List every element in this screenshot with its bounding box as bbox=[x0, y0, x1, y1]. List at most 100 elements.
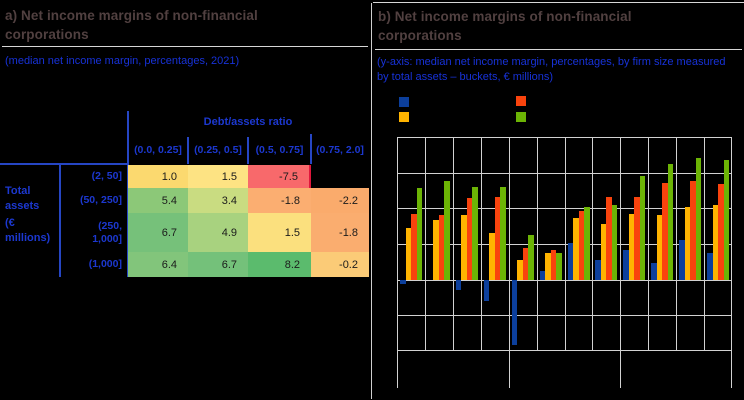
bar-size-bucket-3 bbox=[690, 181, 696, 280]
panel-b-title: b) Net income margins of non-financial c… bbox=[378, 9, 632, 43]
panel-b-top-border bbox=[373, 2, 744, 3]
bar-size-bucket-1 bbox=[400, 279, 406, 284]
bar-size-bucket-4 bbox=[695, 158, 702, 280]
bar-size-bucket-2 bbox=[405, 228, 411, 280]
row-label: (250, 1,000] bbox=[92, 219, 122, 245]
panel-divider bbox=[371, 3, 372, 399]
panel-b-subtitle: (y-axis: median net income margin, perce… bbox=[377, 56, 726, 83]
legend-swatch-orange bbox=[516, 96, 526, 106]
bar-size-bucket-4 bbox=[639, 175, 646, 280]
heatmap-cell: 8.2 bbox=[248, 252, 311, 277]
heatmap-cell: 1.0 bbox=[128, 165, 188, 188]
gridline-horizontal bbox=[397, 315, 732, 316]
bar-size-bucket-1 bbox=[539, 271, 546, 280]
bar-size-bucket-2 bbox=[628, 214, 635, 280]
category-separator-tick bbox=[509, 351, 510, 388]
header-separator-2 bbox=[247, 137, 249, 164]
gridline-vertical bbox=[565, 137, 566, 351]
bar-size-bucket-2 bbox=[656, 215, 663, 280]
bar-size-bucket-3 bbox=[606, 196, 612, 280]
column-header: (0.5, 0.75] bbox=[255, 144, 304, 156]
heatmap-cell: -0.2 bbox=[311, 252, 369, 277]
panel-a-subtitle: (median net income margin, percentages, … bbox=[5, 55, 240, 67]
table-horizontal-line bbox=[0, 163, 127, 165]
heatmap-cell: 6.7 bbox=[128, 213, 188, 252]
column-header: (0.0, 0.25] bbox=[134, 144, 182, 156]
heatmap-cell: 1.5 bbox=[188, 165, 248, 188]
bar-size-bucket-4 bbox=[444, 181, 450, 280]
table-vertical-line-left bbox=[59, 165, 61, 277]
bar-size-bucket-3 bbox=[466, 198, 473, 280]
bar-size-bucket-2 bbox=[600, 224, 607, 280]
bar-size-bucket-3 bbox=[718, 184, 724, 280]
gridline-vertical bbox=[704, 137, 705, 351]
gridline-horizontal bbox=[397, 280, 732, 281]
bar-size-bucket-1 bbox=[707, 252, 713, 280]
bar-size-bucket-1 bbox=[511, 279, 518, 346]
bar-size-bucket-3 bbox=[411, 214, 417, 280]
bar-size-bucket-1 bbox=[567, 242, 573, 280]
bar-size-bucket-2 bbox=[433, 219, 439, 280]
bar-size-bucket-3 bbox=[438, 215, 445, 280]
bar-size-bucket-2 bbox=[461, 215, 467, 280]
category-separator-tick bbox=[397, 351, 398, 388]
debt-assets-ratio-label: Debt/assets ratio bbox=[203, 116, 293, 128]
bar-size-bucket-2 bbox=[489, 232, 495, 280]
panel-b-title-rule bbox=[375, 49, 742, 50]
legend-swatch-green bbox=[516, 112, 526, 122]
heatmap-cell: 6.7 bbox=[188, 252, 248, 277]
bar-size-bucket-4 bbox=[556, 252, 562, 280]
bar-size-bucket-3 bbox=[550, 249, 557, 280]
gridline-horizontal bbox=[397, 350, 732, 351]
gridline-vertical bbox=[453, 137, 454, 351]
panel-a-title: a) Net income margins of non-financial c… bbox=[5, 8, 258, 42]
gridline-vertical bbox=[425, 137, 426, 351]
bar-size-bucket-2 bbox=[517, 259, 523, 280]
heatmap-cell: 6.4 bbox=[128, 252, 188, 277]
bar-size-bucket-4 bbox=[500, 186, 506, 280]
legend-swatch-amber bbox=[399, 112, 409, 122]
bar-size-bucket-1 bbox=[455, 279, 462, 290]
bar-size-bucket-3 bbox=[578, 211, 584, 280]
bar-size-bucket-4 bbox=[584, 206, 590, 280]
gridline-horizontal bbox=[397, 137, 732, 138]
bar-size-bucket-4 bbox=[611, 205, 618, 280]
bar-size-bucket-3 bbox=[662, 182, 668, 280]
bar-size-bucket-1 bbox=[651, 262, 657, 280]
bar-size-bucket-3 bbox=[522, 248, 529, 280]
gridline-vertical bbox=[676, 137, 677, 351]
bar-size-bucket-4 bbox=[416, 188, 422, 280]
gridline-vertical bbox=[648, 137, 649, 351]
heatmap-cell: 3.4 bbox=[188, 188, 248, 213]
bar-size-bucket-2 bbox=[712, 205, 719, 280]
header-separator-1 bbox=[187, 137, 189, 164]
heatmap-cell: -1.8 bbox=[311, 213, 369, 252]
bar-size-bucket-2 bbox=[573, 218, 579, 280]
bar-size-bucket-2 bbox=[684, 206, 691, 280]
gridline-horizontal bbox=[397, 244, 732, 245]
gridline-horizontal bbox=[397, 173, 732, 174]
row-label: (2, 50] bbox=[91, 170, 122, 182]
heatmap-cell: 5.4 bbox=[128, 188, 188, 213]
bar-size-bucket-1 bbox=[679, 239, 685, 280]
heatmap-cell: -7.5 bbox=[248, 165, 311, 188]
category-separator-tick bbox=[620, 351, 621, 388]
legend-swatch-blue bbox=[399, 97, 409, 107]
heatmap-cell: -2.2 bbox=[311, 188, 369, 213]
gridline-vertical bbox=[620, 137, 621, 351]
eur-millions-label: (€ millions) bbox=[5, 217, 51, 244]
bar-size-bucket-4 bbox=[667, 164, 674, 280]
header-separator-3 bbox=[310, 134, 312, 164]
row-label: (50, 250] bbox=[79, 194, 122, 206]
gridline-horizontal bbox=[397, 208, 732, 209]
heatmap-cell: 1.5 bbox=[248, 213, 311, 252]
gridline-vertical bbox=[731, 137, 732, 351]
bar-size-bucket-3 bbox=[494, 196, 501, 280]
gridline-vertical bbox=[481, 137, 482, 351]
bar-size-bucket-1 bbox=[483, 279, 490, 302]
bar-size-bucket-2 bbox=[545, 252, 551, 280]
